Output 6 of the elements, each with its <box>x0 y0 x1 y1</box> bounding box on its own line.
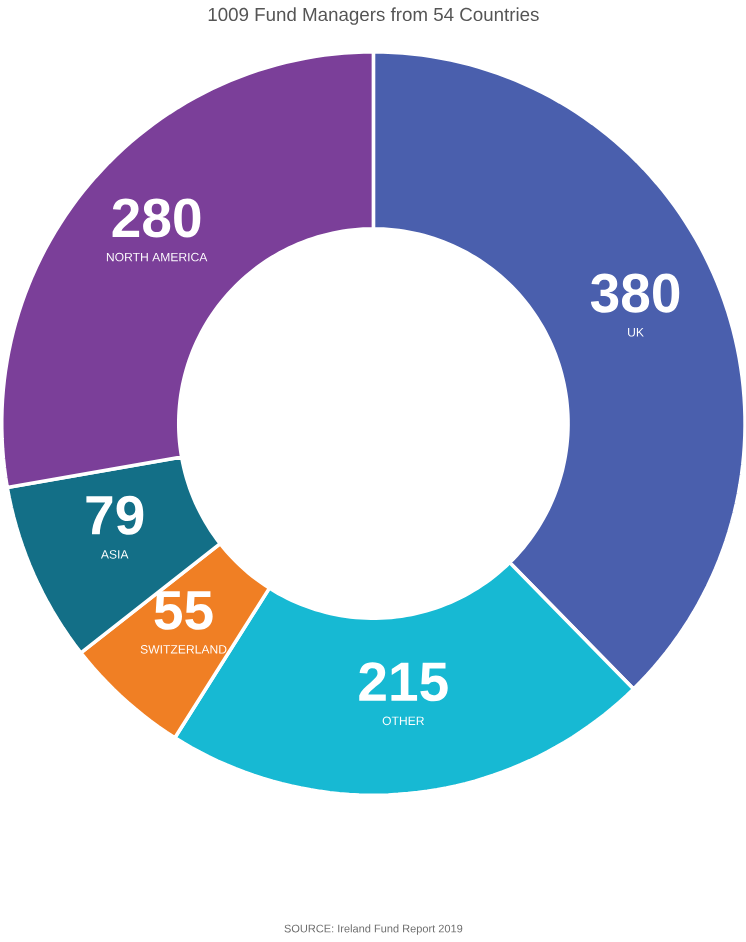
data-label: 280 <box>112 198 200 238</box>
chart-title: 1009 Fund Managers from 54 Countries <box>208 7 539 25</box>
data-label: 79 <box>86 495 143 535</box>
data-label: 380 <box>590 273 679 313</box>
data-label: 215 <box>358 662 448 702</box>
data-label: 55 <box>154 591 213 630</box>
